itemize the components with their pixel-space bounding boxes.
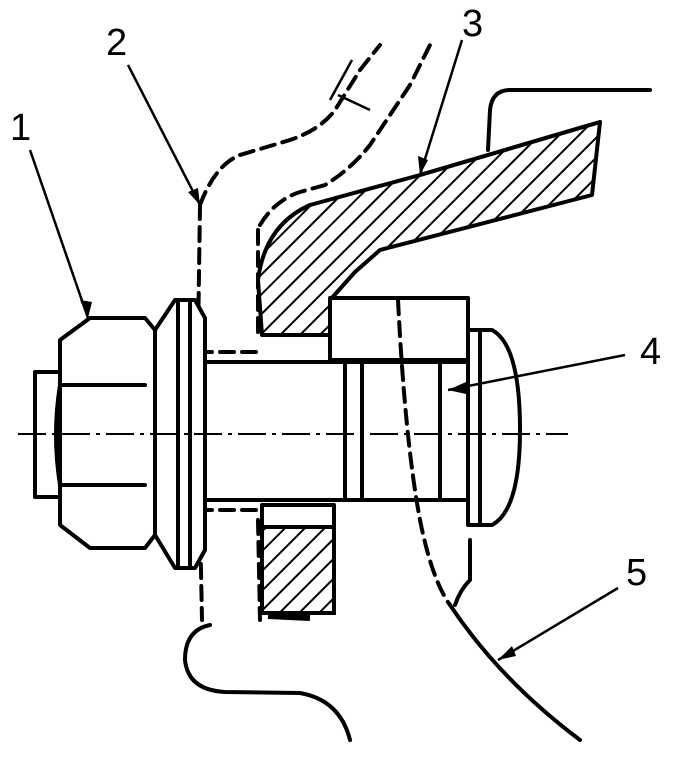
callout-1: 1 <box>10 107 31 149</box>
callout-4: 4 <box>640 331 661 373</box>
leader-lines <box>28 39 626 662</box>
leader-4 <box>447 353 626 392</box>
bushing-part-4 <box>328 296 522 527</box>
arm-part-5 <box>396 298 582 742</box>
callout-3: 3 <box>462 3 483 45</box>
callout-2: 2 <box>106 22 127 64</box>
lower-spacer-block <box>260 503 336 621</box>
lower-lug-outline <box>183 623 352 742</box>
leader-5 <box>497 586 619 662</box>
leader-2 <box>126 64 202 206</box>
leader-3 <box>418 39 464 176</box>
callout-5: 5 <box>626 552 647 594</box>
lug-part-2-dashed-outline <box>196 43 432 622</box>
leader-1 <box>28 149 90 319</box>
upper-bracket-part-3 <box>256 88 652 337</box>
bolt-shank <box>203 360 352 502</box>
